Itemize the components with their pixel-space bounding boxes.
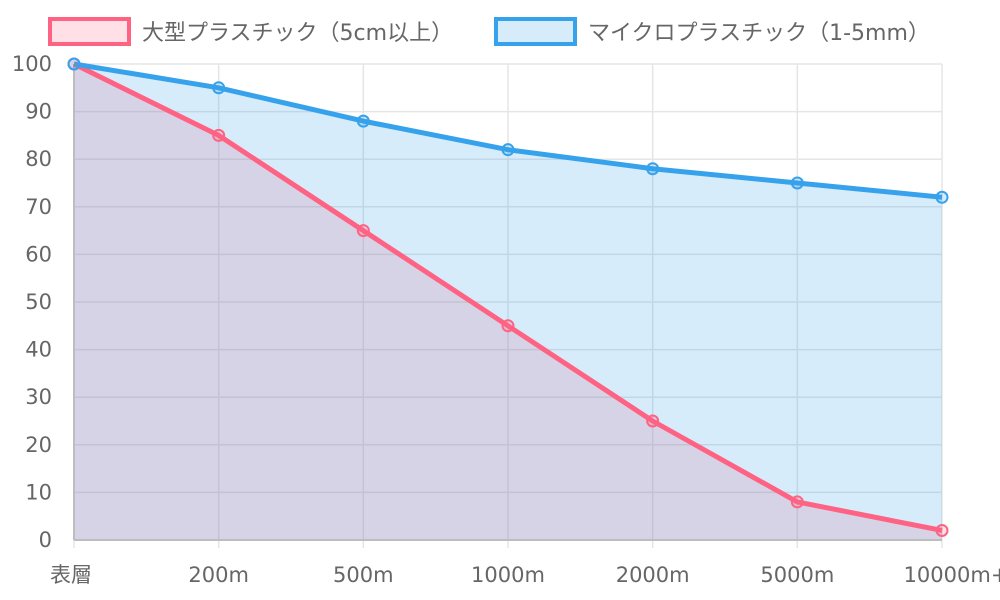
axes xyxy=(73,64,942,541)
data-point[interactable] xyxy=(646,414,660,428)
y-axis-tick-labels: 0 10 20 30 40 50 60 70 80 90 100 xyxy=(12,52,52,552)
data-point[interactable] xyxy=(935,523,949,537)
data-point[interactable] xyxy=(212,128,226,142)
series-line-1 xyxy=(73,61,943,200)
x-tick-label: 500m xyxy=(333,563,394,587)
data-point[interactable] xyxy=(356,114,370,128)
y-tick-label: 30 xyxy=(25,385,52,409)
y-tick-label: 40 xyxy=(25,338,52,362)
legend-item-0[interactable]: 大型プラスチック（5cm以上） xyxy=(48,17,453,46)
y-tick-label: 80 xyxy=(25,147,52,171)
data-point[interactable] xyxy=(646,162,660,176)
x-tick-label: 200m xyxy=(188,563,249,587)
legend-label: 大型プラスチック（5cm以上） xyxy=(142,21,453,46)
x-tick-label: 1000m xyxy=(471,563,545,587)
legend-item-1[interactable]: マイクロプラスチック（1-5mm） xyxy=(494,17,930,46)
x-tick-label: 2000m xyxy=(616,563,690,587)
legend-swatch xyxy=(494,17,577,46)
x-tick-label: 10000m+ xyxy=(904,563,1000,587)
data-point[interactable] xyxy=(501,143,515,157)
data-point[interactable] xyxy=(356,224,370,238)
data-point[interactable] xyxy=(935,190,949,204)
y-tick-label: 0 xyxy=(39,528,52,552)
data-point[interactable] xyxy=(67,57,81,71)
x-axis-tick-labels: 表層 200m 500m 1000m 2000m 5000m 10000m+ xyxy=(50,563,1000,587)
series-lines xyxy=(72,61,943,533)
legend-swatch xyxy=(48,17,131,46)
x-tick-label: 5000m xyxy=(760,563,834,587)
data-point[interactable] xyxy=(790,495,804,509)
y-tick-label: 90 xyxy=(25,100,52,124)
data-point[interactable] xyxy=(790,176,804,190)
x-tick-label: 表層 xyxy=(50,563,92,587)
series-line-0 xyxy=(72,61,943,533)
legend-label: マイクロプラスチック（1-5mm） xyxy=(588,21,930,46)
data-points xyxy=(67,57,949,537)
data-point[interactable] xyxy=(212,81,226,95)
data-point[interactable] xyxy=(501,319,515,333)
y-tick-label: 10 xyxy=(25,480,52,504)
legend[interactable]: 大型プラスチック（5cm以上） マイクロプラスチック（1-5mm） xyxy=(48,17,930,46)
y-tick-label: 50 xyxy=(25,290,52,314)
y-tick-label: 70 xyxy=(25,195,52,219)
y-tick-label: 20 xyxy=(25,433,52,457)
y-tick-label: 100 xyxy=(12,52,52,76)
y-tick-label: 60 xyxy=(25,242,52,266)
